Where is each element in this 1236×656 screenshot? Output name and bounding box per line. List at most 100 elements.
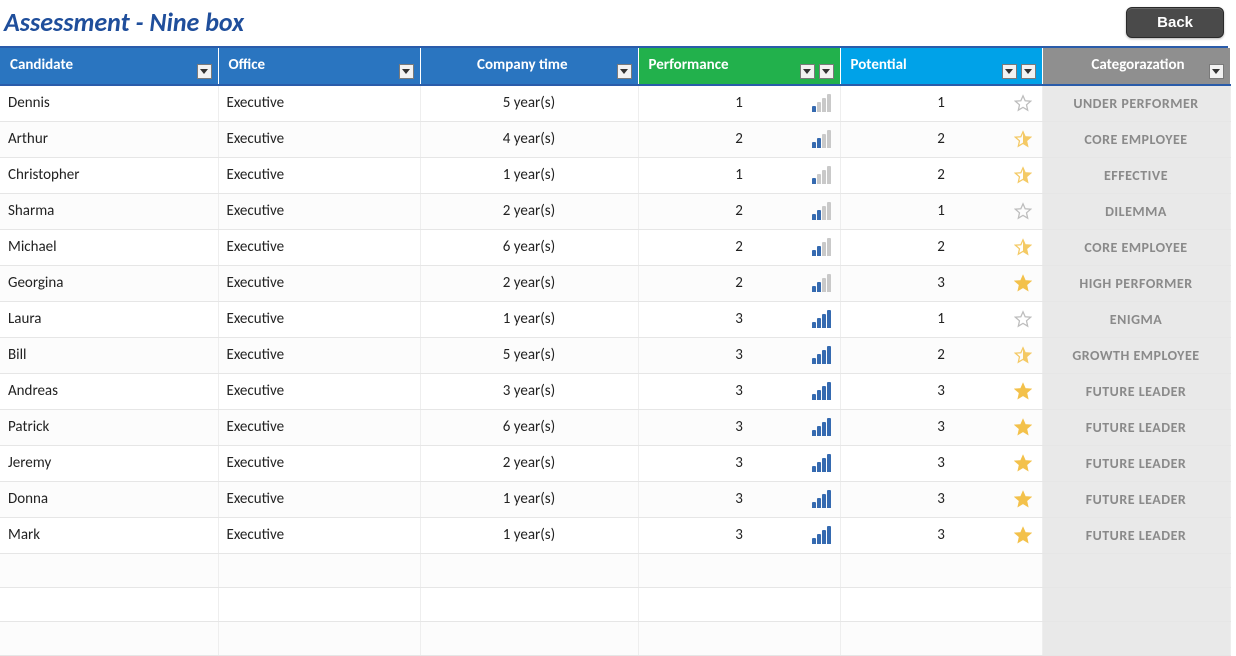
table-row-empty <box>0 553 1230 587</box>
potential-value: 3 <box>849 490 1034 508</box>
cell-candidate: Patrick <box>0 409 218 445</box>
cell-company-time: 2 year(s) <box>420 193 638 229</box>
star-icon <box>1014 274 1032 292</box>
performance-value: 1 <box>647 166 832 184</box>
filter-office[interactable] <box>399 64 414 79</box>
potential-value: 3 <box>849 418 1034 436</box>
table-row: Mark Executive 1 year(s) 3 3 FUTURE LEAD… <box>0 517 1230 553</box>
cell-performance: 3 <box>638 373 840 409</box>
cell-office: Executive <box>218 481 420 517</box>
col-category: Categorazation <box>1042 48 1230 85</box>
performance-value: 2 <box>647 238 832 256</box>
col-performance-label: Performance <box>649 56 729 74</box>
table-row: Jeremy Executive 2 year(s) 3 3 FUTURE LE… <box>0 445 1230 481</box>
cell-potential: 1 <box>840 301 1042 337</box>
cell-company-time: 3 year(s) <box>420 373 638 409</box>
star-icon <box>1014 382 1032 400</box>
table-row-empty <box>0 587 1230 621</box>
table-row: Dennis Executive 5 year(s) 1 1 UNDER PER… <box>0 85 1230 121</box>
star-icon <box>1014 94 1032 112</box>
table-row: Georgina Executive 2 year(s) 2 3 HIGH PE… <box>0 265 1230 301</box>
cell-office: Executive <box>218 373 420 409</box>
star-icon <box>1014 418 1032 436</box>
performance-value: 3 <box>647 454 832 472</box>
bar-chart-icon <box>812 382 832 400</box>
star-icon <box>1014 202 1032 220</box>
bar-chart-icon <box>812 202 832 220</box>
cell-candidate: Andreas <box>0 373 218 409</box>
table-row: Sharma Executive 2 year(s) 2 1 DILEMMA <box>0 193 1230 229</box>
cell-performance: 2 <box>638 121 840 157</box>
col-candidate-label: Candidate <box>10 56 73 74</box>
col-office-label: Office <box>229 56 266 74</box>
cell-company-time: 6 year(s) <box>420 229 638 265</box>
filter-potential-b[interactable] <box>1021 64 1036 79</box>
cell-office: Executive <box>218 337 420 373</box>
cell-potential: 3 <box>840 265 1042 301</box>
table-row-empty <box>0 621 1230 655</box>
cell-company-time: 5 year(s) <box>420 85 638 121</box>
cell-office: Executive <box>218 265 420 301</box>
cell-company-time: 6 year(s) <box>420 409 638 445</box>
col-category-label: Categorazation <box>1091 56 1184 74</box>
table-row: Donna Executive 1 year(s) 3 3 FUTURE LEA… <box>0 481 1230 517</box>
performance-value: 1 <box>647 94 832 112</box>
cell-category: EFFECTIVE <box>1042 157 1230 193</box>
cell-potential: 2 <box>840 337 1042 373</box>
cell-performance: 1 <box>638 85 840 121</box>
table-row: Christopher Executive 1 year(s) 1 2 EFFE… <box>0 157 1230 193</box>
col-potential: Potential <box>840 48 1042 85</box>
potential-value: 1 <box>849 310 1034 328</box>
filter-performance-a[interactable] <box>800 64 815 79</box>
cell-office: Executive <box>218 157 420 193</box>
filter-candidate[interactable] <box>197 64 212 79</box>
cell-potential: 3 <box>840 373 1042 409</box>
title-bar: Assessment - Nine box Back <box>0 0 1228 48</box>
potential-value: 2 <box>849 130 1034 148</box>
cell-potential: 2 <box>840 121 1042 157</box>
cell-office: Executive <box>218 445 420 481</box>
cell-category: CORE EMPLOYEE <box>1042 229 1230 265</box>
bar-chart-icon <box>812 238 832 256</box>
bar-chart-icon <box>812 418 832 436</box>
cell-candidate: Donna <box>0 481 218 517</box>
filter-category[interactable] <box>1209 64 1224 79</box>
bar-chart-icon <box>812 310 832 328</box>
ninebox-table: Candidate Office Company time Performanc… <box>0 48 1231 656</box>
table-row: Patrick Executive 6 year(s) 3 3 FUTURE L… <box>0 409 1230 445</box>
star-icon <box>1014 310 1032 328</box>
bar-chart-icon <box>812 94 832 112</box>
performance-value: 3 <box>647 382 832 400</box>
star-icon <box>1014 454 1032 472</box>
col-office: Office <box>218 48 420 85</box>
cell-company-time: 5 year(s) <box>420 337 638 373</box>
cell-office: Executive <box>218 85 420 121</box>
star-icon <box>1014 130 1032 148</box>
cell-potential: 3 <box>840 517 1042 553</box>
performance-value: 3 <box>647 526 832 544</box>
cell-potential: 3 <box>840 445 1042 481</box>
cell-category: CORE EMPLOYEE <box>1042 121 1230 157</box>
cell-potential: 1 <box>840 85 1042 121</box>
star-icon <box>1014 166 1032 184</box>
cell-potential: 3 <box>840 409 1042 445</box>
cell-category: FUTURE LEADER <box>1042 517 1230 553</box>
cell-performance: 3 <box>638 481 840 517</box>
cell-company-time: 1 year(s) <box>420 157 638 193</box>
performance-value: 3 <box>647 346 832 364</box>
cell-company-time: 1 year(s) <box>420 517 638 553</box>
col-candidate: Candidate <box>0 48 218 85</box>
cell-company-time: 4 year(s) <box>420 121 638 157</box>
filter-performance-b[interactable] <box>819 64 834 79</box>
bar-chart-icon <box>812 490 832 508</box>
performance-value: 3 <box>647 310 832 328</box>
back-button[interactable]: Back <box>1126 7 1224 38</box>
filter-potential-a[interactable] <box>1002 64 1017 79</box>
cell-performance: 3 <box>638 445 840 481</box>
cell-candidate: Michael <box>0 229 218 265</box>
cell-company-time: 1 year(s) <box>420 481 638 517</box>
filter-company-time[interactable] <box>617 64 632 79</box>
cell-potential: 2 <box>840 157 1042 193</box>
cell-performance: 1 <box>638 157 840 193</box>
cell-category: UNDER PERFORMER <box>1042 85 1230 121</box>
